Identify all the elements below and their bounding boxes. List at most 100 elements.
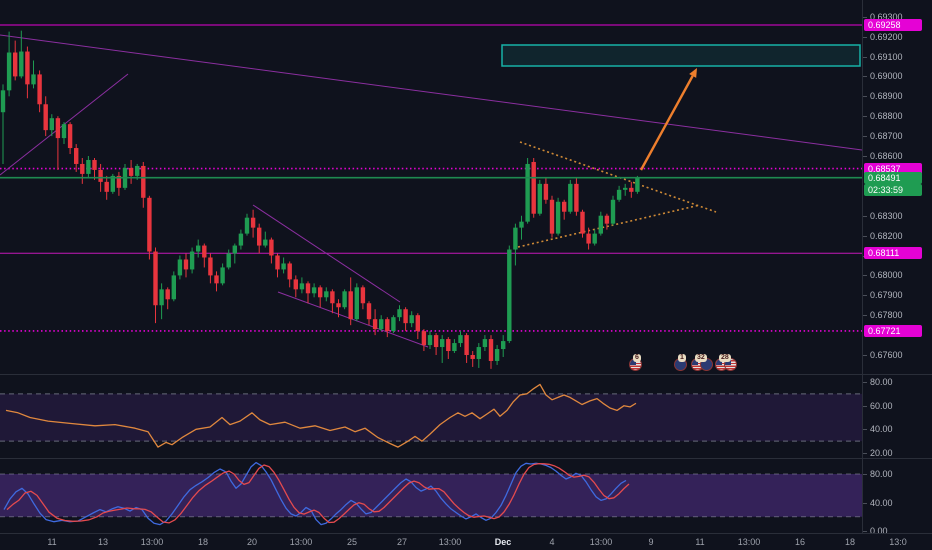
candle: [458, 335, 463, 344]
rsi-tick-label: 40.00: [870, 424, 893, 435]
candle: [202, 245, 207, 258]
price-tick-mark: [863, 136, 867, 138]
price-tick-mark: [863, 235, 867, 237]
candle: [501, 341, 506, 350]
candle: [403, 309, 408, 324]
price-tick-mark: [863, 116, 867, 118]
candle: [80, 163, 85, 174]
channel-line-lower[interactable]: [277, 291, 429, 348]
triangle-lower-dotted[interactable]: [517, 204, 701, 248]
price-axis-badge: 0.69258: [864, 19, 922, 32]
price-tick-mark: [863, 96, 867, 98]
candle: [147, 197, 152, 252]
candle: [592, 233, 597, 244]
candle: [110, 175, 115, 192]
price-tick-label: 0.68700: [870, 131, 903, 142]
candle: [226, 253, 231, 268]
candle: [598, 215, 603, 234]
candle: [208, 257, 213, 276]
time-axis[interactable]: 11 13 13:00 18 20 13:00 25 27 13:00 Dec 4 13:00 9 11 1…: [0, 533, 932, 550]
candle: [232, 245, 237, 254]
price-tick-mark: [863, 215, 867, 217]
candle: [263, 239, 268, 246]
candle: [183, 259, 189, 270]
descending-trendline[interactable]: [0, 34, 863, 151]
candle: [61, 124, 67, 139]
candle: [488, 339, 494, 361]
candle: [19, 51, 24, 77]
candle: [135, 165, 140, 176]
price-tick-label: 0.67900: [870, 290, 903, 301]
time-axis-label: 13:00: [737, 537, 761, 547]
stoch-tick-label: 80.00: [870, 469, 893, 479]
time-axis-label: 13: [97, 537, 109, 547]
price-tick-mark: [863, 315, 867, 317]
projection-arrow[interactable]: [639, 75, 694, 171]
rsi-line: [5, 383, 637, 448]
candle: [574, 183, 579, 212]
candle: [372, 319, 378, 330]
candle: [37, 74, 42, 105]
candle: [629, 187, 634, 192]
price-axis-badge: 0.67721: [864, 324, 922, 337]
projection-arrow-head: [689, 68, 697, 78]
candle: [543, 183, 549, 200]
candle: [293, 279, 298, 290]
candle: [635, 177, 640, 192]
event-marker-chip[interactable]: 1: [674, 354, 691, 371]
candle: [397, 309, 402, 318]
triangle-upper-dotted[interactable]: [519, 141, 717, 213]
candle: [330, 291, 335, 304]
stoch-tick-label: 0.00: [870, 526, 888, 536]
price-axis[interactable]: 0.69300 0.69200 0.69100 0.69000 0.68900 0.688…: [862, 0, 932, 536]
candle: [623, 187, 628, 190]
candle: [507, 249, 512, 342]
candle: [470, 355, 475, 359]
candle: [116, 175, 122, 188]
candle: [287, 263, 292, 280]
candle: [531, 161, 536, 214]
candle: [616, 189, 622, 200]
candle: [128, 167, 134, 176]
time-axis-label: 11: [695, 537, 705, 547]
event-marker-chip[interactable]: 28: [715, 354, 741, 371]
rsi-band: [0, 393, 862, 442]
candle: [360, 287, 366, 304]
rsi-tick-label: 60.00: [870, 400, 893, 411]
price-tick-label: 0.68200: [870, 230, 903, 241]
target-box[interactable]: [501, 44, 861, 67]
event-marker-chip[interactable]: 6: [629, 354, 646, 371]
time-axis-label: 13:00: [438, 537, 462, 547]
candle: [86, 159, 91, 174]
candle: [67, 124, 73, 149]
stoch-tick-mark: [863, 474, 867, 475]
time-axis-label: 16: [794, 537, 806, 547]
candle: [305, 283, 311, 294]
candle: [324, 291, 329, 298]
candle: [220, 267, 225, 284]
time-axis-label: 13:0: [889, 537, 907, 547]
candle: [269, 239, 274, 256]
price-tick-label: 0.69300: [870, 11, 903, 22]
price-tick-mark: [863, 16, 867, 18]
price-axis-badge: 0.68491: [864, 171, 922, 184]
price-tick-mark: [863, 355, 867, 356]
price-tick-label: 0.68600: [870, 151, 903, 161]
event-marker-chip[interactable]: 32: [691, 354, 717, 371]
rsi-tick-mark: [863, 405, 867, 407]
event-count-badge: 6: [633, 354, 641, 362]
candle: [452, 343, 457, 352]
channel-line-upper[interactable]: [252, 204, 401, 303]
candle: [525, 163, 530, 222]
price-tick-mark: [863, 76, 867, 78]
candle: [482, 339, 488, 348]
candle: [318, 287, 323, 298]
price-tick-label: 0.68000: [870, 270, 903, 281]
time-axis-label: 25: [346, 537, 358, 547]
stoch-tick-mark: [863, 502, 867, 504]
candle: [427, 335, 433, 346]
candle: [159, 289, 164, 306]
time-axis-label: Dec: [494, 537, 512, 547]
price-tick-label: 0.67600: [870, 350, 903, 360]
